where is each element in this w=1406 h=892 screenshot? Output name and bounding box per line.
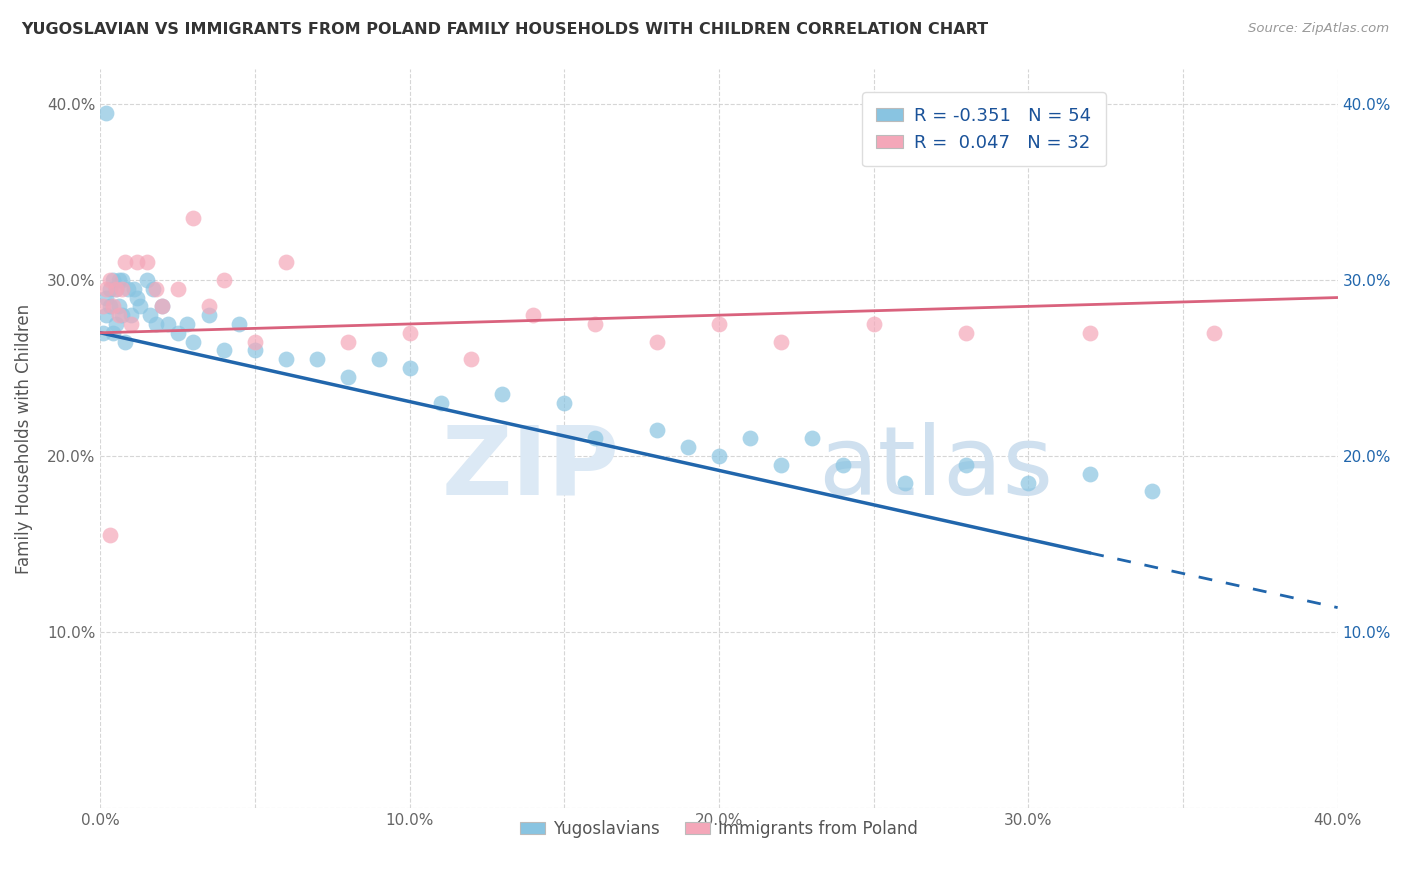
Point [738, 432, 761, 446]
Point [522, 308, 544, 322]
Point [398, 326, 420, 340]
Point [120, 317, 142, 331]
Point [228, 317, 250, 331]
Point [104, 282, 127, 296]
Y-axis label: Family Households with Children: Family Households with Children [15, 303, 32, 574]
Point [1140, 484, 1163, 499]
Point [176, 317, 198, 331]
Point [367, 352, 389, 367]
Point [139, 308, 162, 322]
Text: YUGOSLAVIAN VS IMMIGRANTS FROM POLAND FAMILY HOUSEHOLDS WITH CHILDREN CORRELATIO: YUGOSLAVIAN VS IMMIGRANTS FROM POLAND FA… [21, 22, 988, 37]
Point [1017, 475, 1039, 490]
Point [676, 440, 699, 454]
Point [135, 273, 157, 287]
Point [96, 291, 118, 305]
Point [336, 334, 359, 349]
Point [831, 458, 853, 472]
Point [98, 282, 121, 296]
Point [862, 317, 884, 331]
Point [243, 343, 266, 358]
Point [129, 299, 152, 313]
Point [212, 273, 235, 287]
Point [135, 255, 157, 269]
Point [583, 317, 606, 331]
Point [114, 255, 136, 269]
Point [707, 449, 730, 463]
Point [166, 282, 188, 296]
Point [108, 299, 131, 313]
Legend: Yugoslavians, Immigrants from Poland: Yugoslavians, Immigrants from Poland [513, 814, 925, 845]
Point [429, 396, 451, 410]
Point [800, 432, 823, 446]
Point [336, 369, 359, 384]
Point [93, 299, 115, 313]
Point [145, 282, 167, 296]
Point [96, 308, 118, 322]
Point [955, 458, 977, 472]
Point [243, 334, 266, 349]
Point [114, 334, 136, 349]
Point [707, 317, 730, 331]
Point [127, 291, 149, 305]
Text: atlas: atlas [818, 422, 1053, 515]
Point [212, 343, 235, 358]
Point [398, 361, 420, 376]
Point [460, 352, 482, 367]
Point [108, 308, 131, 322]
Point [98, 299, 121, 313]
Point [120, 308, 142, 322]
Point [274, 352, 297, 367]
Point [111, 273, 134, 287]
Point [101, 299, 124, 313]
Point [181, 211, 204, 226]
Point [197, 308, 219, 322]
Point [150, 299, 173, 313]
Point [583, 432, 606, 446]
Point [553, 396, 575, 410]
Point [117, 282, 139, 296]
Text: ZIP: ZIP [441, 422, 620, 515]
Point [104, 317, 127, 331]
Point [1202, 326, 1225, 340]
Point [769, 334, 792, 349]
Point [104, 282, 127, 296]
Point [166, 326, 188, 340]
Point [96, 282, 118, 296]
Point [96, 105, 118, 120]
Point [124, 282, 146, 296]
Point [197, 299, 219, 313]
Point [145, 317, 167, 331]
Point [645, 334, 668, 349]
Point [111, 308, 134, 322]
Point [1078, 326, 1101, 340]
Point [491, 387, 513, 401]
Point [157, 317, 180, 331]
Point [108, 273, 131, 287]
Point [142, 282, 165, 296]
Point [955, 326, 977, 340]
Point [645, 423, 668, 437]
Point [98, 528, 121, 542]
Text: Source: ZipAtlas.com: Source: ZipAtlas.com [1249, 22, 1389, 36]
Point [769, 458, 792, 472]
Point [893, 475, 915, 490]
Point [101, 326, 124, 340]
Point [127, 255, 149, 269]
Point [1078, 467, 1101, 481]
Point [150, 299, 173, 313]
Point [101, 273, 124, 287]
Point [111, 282, 134, 296]
Point [305, 352, 328, 367]
Point [274, 255, 297, 269]
Point [181, 334, 204, 349]
Point [98, 273, 121, 287]
Point [93, 326, 115, 340]
